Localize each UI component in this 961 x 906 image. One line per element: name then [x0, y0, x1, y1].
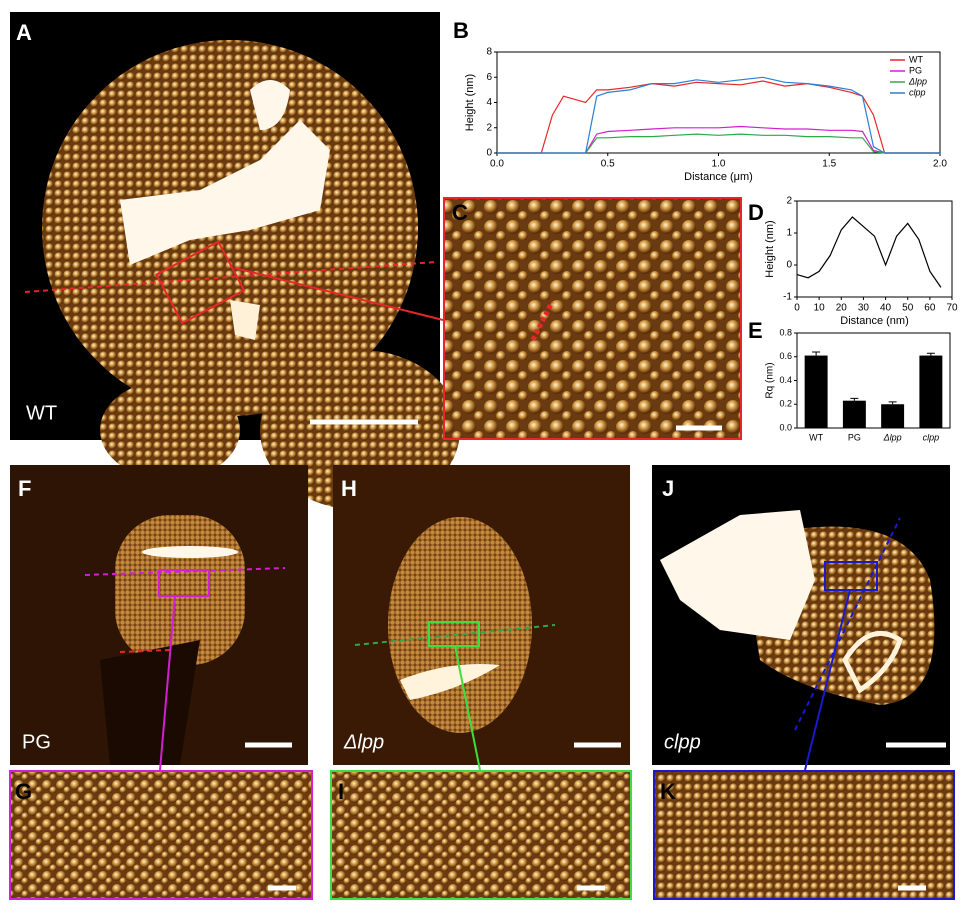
panel-label: H — [341, 476, 357, 501]
x-tick-label: 40 — [880, 303, 892, 314]
y-axis-label: Rq (nm) — [765, 362, 776, 398]
panel-label: A — [16, 20, 32, 45]
panel-label: B — [453, 18, 469, 43]
image-caption: PG — [22, 731, 51, 753]
x-tick-label: 50 — [902, 303, 914, 314]
x-tick-label: 2.0 — [933, 159, 947, 170]
image-caption: WT — [26, 402, 57, 424]
x-tick-label: 0.0 — [490, 159, 504, 170]
x-tick-label: 1.0 — [712, 159, 726, 170]
y-tick-label: 0 — [486, 148, 492, 159]
error-bar — [927, 353, 935, 355]
x-tick-label: PG — [848, 432, 861, 442]
data-line — [497, 81, 940, 153]
image-i — [331, 771, 631, 899]
y-tick-label: 1 — [786, 228, 792, 239]
y-axis-label: Height (nm) — [764, 220, 776, 277]
x-tick-label: Δlpp — [883, 432, 902, 442]
image-h — [333, 465, 630, 770]
image-caption: Δlpp — [343, 731, 384, 753]
x-tick-label: 70 — [946, 303, 958, 314]
y-tick-label: 0.0 — [779, 422, 792, 432]
legend-label: WT — [909, 54, 923, 64]
y-tick-label: 0.6 — [779, 351, 792, 361]
y-tick-label: 8 — [486, 47, 492, 58]
y-tick-label: 6 — [486, 72, 492, 83]
x-tick-label: 1.5 — [822, 159, 836, 170]
panel-label: C — [452, 200, 468, 225]
y-tick-label: 4 — [486, 97, 492, 108]
panel-label: G — [15, 779, 32, 804]
y-tick-label: 0.4 — [779, 375, 792, 385]
y-tick-label: -1 — [783, 292, 792, 303]
error-bar — [850, 398, 858, 400]
figure: A B C D E F G H I J K WT PG Δlpp clpp 0 2… — [0, 0, 961, 901]
image-a — [10, 12, 460, 510]
panel-label: I — [338, 779, 344, 804]
x-tick-label: 30 — [858, 303, 870, 314]
error-bar — [812, 352, 820, 356]
y-axis-label: Height (nm) — [464, 74, 476, 131]
legend-label: PG — [909, 65, 922, 75]
panel-label: K — [660, 779, 676, 804]
x-tick-label: WT — [809, 432, 823, 442]
plot-frame — [797, 201, 952, 297]
image-g — [10, 771, 312, 899]
image-caption: clpp — [664, 731, 701, 753]
x-tick-label: 0 — [794, 303, 800, 314]
panel-label: J — [662, 476, 674, 501]
bar — [843, 401, 866, 428]
x-tick-label: 0.5 — [601, 159, 615, 170]
data-line — [797, 217, 941, 287]
panel-label: D — [748, 200, 764, 225]
image-j — [652, 465, 950, 770]
bar — [881, 404, 904, 428]
image-f — [10, 465, 308, 770]
legend-label: Δlpp — [908, 76, 927, 86]
y-tick-label: 2 — [786, 196, 792, 207]
x-tick-label: 20 — [836, 303, 848, 314]
bar — [919, 356, 942, 428]
y-tick-label: 0.8 — [779, 327, 792, 337]
bar — [805, 356, 828, 428]
panel-label: F — [18, 476, 31, 501]
x-axis-label: Distance (nm) — [840, 315, 908, 327]
y-tick-label: 2 — [486, 122, 492, 133]
data-line — [497, 127, 940, 154]
page: {"panels": {"A": "A", "B": "B", "C": "C"… — [0, 0, 961, 901]
x-tick-label: clpp — [923, 432, 940, 442]
x-tick-label: 10 — [814, 303, 826, 314]
y-tick-label: 0.2 — [779, 399, 792, 409]
legend-label: clpp — [909, 87, 926, 97]
image-k — [654, 771, 954, 899]
x-tick-label: 60 — [924, 303, 936, 314]
image-c — [444, 198, 741, 439]
plot-frame — [497, 52, 940, 153]
error-bar — [889, 402, 897, 404]
panel-label: E — [748, 318, 763, 343]
y-tick-label: 0 — [786, 260, 792, 271]
x-axis-label: Distance (μm) — [684, 171, 753, 183]
